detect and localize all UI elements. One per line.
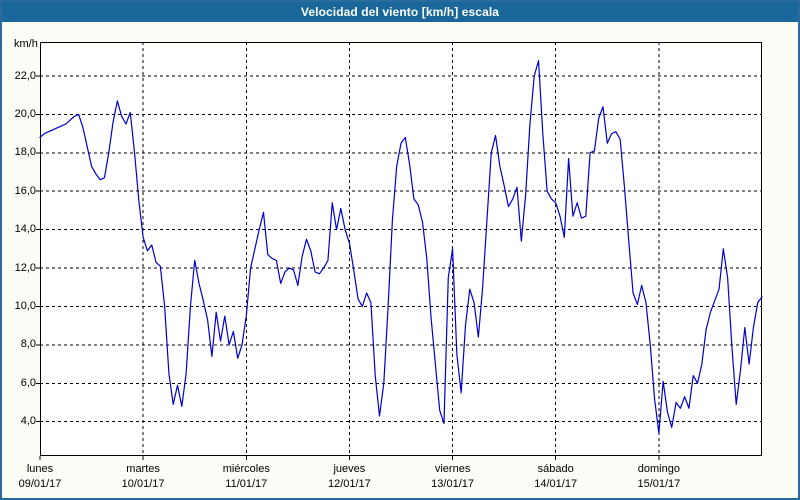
day-date: 11/01/17 <box>225 478 268 490</box>
x-day-label: jueves 12/01/17 <box>301 462 397 492</box>
y-tick-label: 18,0 <box>14 146 36 159</box>
day-name: viernes <box>434 463 471 475</box>
day-name: domingo <box>637 463 680 475</box>
x-day-label: domingo 15/01/17 <box>611 462 707 492</box>
day-name: miércoles <box>222 463 270 475</box>
x-day-label: miércoles 11/01/17 <box>198 462 294 492</box>
y-tick-label: 10,0 <box>14 300 36 312</box>
y-tick-label: 22,0 <box>14 69 36 82</box>
y-tick-label: 16,0 <box>14 184 36 197</box>
day-name: lunes <box>26 463 54 475</box>
day-date: 12/01/17 <box>327 478 371 490</box>
chart-title: Velocidad del viento [km/h] escala <box>300 5 500 19</box>
wind-speed-line <box>39 60 763 434</box>
x-day-label: lunes 09/01/17 <box>2 462 88 492</box>
axis-frame <box>40 42 762 456</box>
plot-area <box>36 42 763 460</box>
day-date: 10/01/17 <box>121 478 165 490</box>
day-date: 13/01/17 <box>431 478 474 490</box>
day-name: sábado <box>537 463 574 475</box>
x-day-label: sábado 14/01/17 <box>508 462 604 492</box>
y-tick-label: 8,0 <box>20 338 36 351</box>
y-axis-unit-label: km/h <box>14 38 38 50</box>
day-date: 14/01/17 <box>534 478 578 490</box>
day-name: jueves <box>333 463 366 475</box>
y-tick-label: 4,0 <box>20 415 36 428</box>
y-tick-label: 20,0 <box>14 107 36 120</box>
day-date: 09/01/17 <box>18 478 62 490</box>
x-day-label: martes 10/01/17 <box>95 462 191 492</box>
x-day-label: viernes 13/01/17 <box>405 462 501 492</box>
y-tick-label: 6,0 <box>20 376 36 389</box>
y-tick-label: 14,0 <box>14 223 36 236</box>
title-bar: Velocidad del viento [km/h] escala <box>2 2 798 22</box>
day-date: 15/01/17 <box>637 478 681 490</box>
y-tick-label: 12,0 <box>14 261 36 274</box>
day-name: martes <box>126 463 160 475</box>
